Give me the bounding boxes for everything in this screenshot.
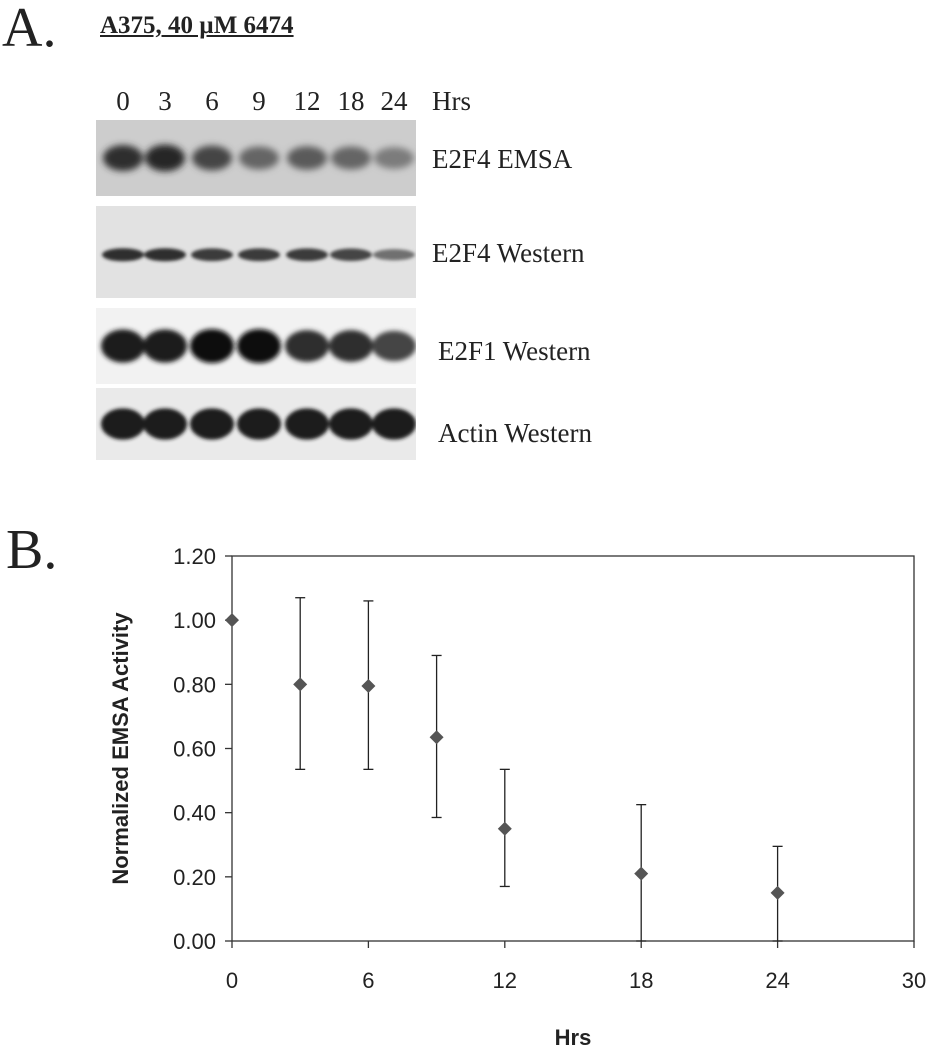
y-tick-label: 0.00 [173,929,216,954]
blot-row-label: E2F4 EMSA [432,144,573,174]
y-axis-title: Normalized EMSA Activity [108,612,133,885]
lane-label: 3 [158,86,172,116]
blot-band [329,408,373,440]
lane-unit-label: Hrs [432,86,471,116]
panel-b-letter: B. [6,519,58,581]
lane-label: 12 [293,86,321,116]
y-tick-label: 1.20 [173,544,216,569]
blot-band [374,147,414,169]
blot-row-label: Actin Western [438,418,593,448]
emsa-activity-chart: 0.00 0.20 0.40 0.60 0.80 1.00 1.20 0 6 12 18 24 30 Hr… [108,544,926,1050]
blot-band [239,146,279,170]
data-point [361,678,376,693]
blot-band [237,329,281,363]
blot-band [143,408,187,440]
blot-e2f4-western [96,206,416,298]
blot-band [287,146,327,170]
blot-band [101,329,145,363]
data-point [293,677,308,692]
blot-band [286,248,328,262]
blot-band [330,248,372,261]
data-point [634,866,649,881]
y-tick-label: 0.20 [173,865,216,890]
blot-band [372,408,416,440]
y-tick-label: 0.40 [173,801,216,826]
y-tick-label: 1.00 [173,608,216,633]
lane-label: 6 [205,86,219,116]
blot-e2f1-western [96,308,416,384]
blot-band [192,145,232,171]
blot-band [238,248,280,262]
blot-title: A375, 40 µM 6474 [100,12,294,39]
blot-band [143,329,187,363]
blot-band [144,248,186,262]
blot-band [190,408,234,440]
lane-label: 18 [337,86,365,116]
lane-label: 9 [252,86,266,116]
blot-band [103,144,143,172]
blot-band [145,144,185,172]
blot-band [373,249,415,261]
data-point [225,613,239,628]
x-tick-label: 0 [226,968,238,993]
blot-band [285,408,329,440]
y-tick-label: 0.60 [173,737,216,762]
x-tick-label: 18 [629,968,653,993]
blot-band [372,330,416,362]
blot-band [101,408,145,440]
x-axis-title: Hrs [555,1025,592,1050]
x-tick-label: 12 [493,968,517,993]
blot-row-label: E2F1 Western [438,336,591,366]
blot-band [190,329,234,363]
x-tick-label: 24 [765,968,789,993]
y-tick-label: 0.80 [173,672,216,697]
blot-e2f4-emsa [96,120,416,196]
blot-band [191,248,233,262]
data-point [497,821,512,836]
data-point [770,885,785,900]
blot-band [331,146,371,170]
blot-band [329,330,373,362]
x-tick-label: 30 [902,968,926,993]
lane-label: 24 [380,86,408,116]
blot-band [102,248,144,262]
blot-band [237,408,281,440]
blot-row-label: E2F4 Western [432,238,585,268]
blot-band [285,330,329,362]
data-point [429,730,444,745]
plot-area-frame [231,555,915,942]
panel-a-letter: A. [2,0,57,59]
lane-label: 0 [116,86,130,116]
blot-actin-western [96,388,416,460]
x-tick-label: 6 [362,968,374,993]
